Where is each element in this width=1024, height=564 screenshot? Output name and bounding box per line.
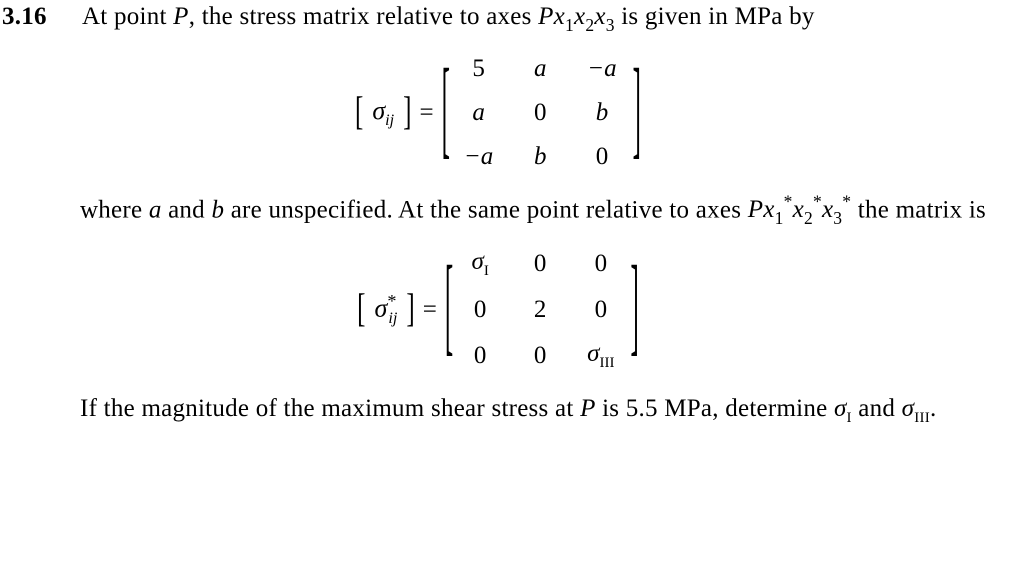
matrix-cell: σIII (587, 340, 614, 372)
sigma-iii-symbol: σIII (902, 395, 930, 422)
matrix-cell: 0 (588, 296, 614, 324)
variable-x: x (574, 3, 585, 30)
text-fragment: . (930, 395, 937, 422)
subscript-3: 3 (606, 15, 615, 35)
text-fragment: where (80, 196, 149, 223)
problem-heading: 3.16 At point P, the stress matrix relat… (0, 0, 994, 37)
equation-2: [ σ*ij ] = [ σI 0 0 0 2 0 0 0 σIII ] (0, 244, 994, 376)
matrix-cell: b (589, 99, 615, 127)
text-fragment: the matrix is (858, 196, 986, 223)
subscript-1: 1 (775, 208, 784, 228)
text-fragment: is given in MPa by (615, 3, 815, 30)
axes-star-label: Px1*x2*x3* (748, 196, 852, 223)
left-bracket-icon: [ (355, 90, 363, 135)
ij-subscript: ij (388, 310, 397, 327)
variable-x: x (594, 3, 605, 30)
variable-p: P (538, 3, 554, 30)
matrix-cell: 0 (588, 250, 614, 278)
star-superscript: * (784, 192, 793, 212)
subscript-2: 2 (585, 15, 594, 35)
star-superscript: * (387, 291, 396, 311)
matrix-cell: 0 (467, 296, 493, 324)
text-fragment: and (852, 395, 902, 422)
left-bracket-big-icon: [ (445, 248, 451, 371)
equation-2-inner: [ σ*ij ] = [ σI 0 0 0 2 0 0 0 σIII ] (357, 244, 637, 376)
sigma-ij-star-symbol: σ*ij (372, 291, 401, 328)
left-bracket-big-icon: [ (442, 51, 448, 174)
paragraph-3: If the magnitude of the maximum shear st… (80, 392, 994, 428)
paragraph-2: where a and b are unspecified. At the sa… (80, 191, 994, 230)
matrix-2: σI 0 0 0 2 0 0 0 σIII (457, 244, 624, 376)
matrix-cell: −a (464, 143, 493, 171)
matrix-cell: 0 (589, 143, 615, 171)
subscript-1: 1 (565, 15, 574, 35)
matrix-cell: 0 (527, 99, 553, 127)
equation-1-inner: [ σij ] = [ 5 a −a a 0 b −a b 0 ] (355, 51, 639, 175)
sigma-symbol: σ (375, 294, 388, 323)
variable-p: P (580, 395, 596, 422)
matrix-cell: σI (467, 248, 493, 280)
equation-1: [ σij ] = [ 5 a −a a 0 b −a b 0 ] (0, 51, 994, 175)
ij-subscript: ij (385, 112, 394, 129)
variable-a: a (149, 196, 162, 223)
problem-page: 3.16 At point P, the stress matrix relat… (0, 0, 1024, 428)
matrix-cell: a (466, 99, 492, 127)
right-bracket-big-icon: ] (633, 51, 639, 174)
variable-x: x (822, 196, 833, 223)
sigma-symbol: σ (471, 248, 483, 275)
matrix-cell: 2 (527, 296, 553, 324)
text-fragment: are unspecified. At the same point relat… (224, 196, 748, 223)
matrix-cell: a (527, 55, 553, 83)
variable-x: x (793, 196, 804, 223)
variable-x: x (763, 196, 774, 223)
matrix-cell: 5 (466, 55, 492, 83)
sigma-symbol: σ (902, 395, 915, 422)
subscript-3: 3 (833, 208, 842, 228)
text-fragment: If the magnitude of the maximum shear st… (80, 395, 580, 422)
variable-p: P (173, 3, 189, 30)
roman-subscript: I (484, 263, 489, 279)
matrix-cell: −a (587, 55, 616, 83)
matrix-1: 5 a −a a 0 b −a b 0 (454, 51, 627, 175)
right-bracket-icon: ] (406, 287, 414, 332)
text-fragment: and (162, 196, 212, 223)
left-bracket-icon: [ (357, 287, 365, 332)
matrix-cell: 0 (527, 342, 553, 370)
axes-label: Px1x2x3 (538, 3, 615, 30)
right-bracket-big-icon: ] (630, 248, 636, 371)
sigma-ij-symbol: σij (369, 96, 397, 130)
roman-subscript: III (914, 410, 930, 426)
matrix-cell: 0 (527, 250, 553, 278)
matrix-cell: 0 (467, 342, 493, 370)
roman-subscript: III (599, 355, 614, 371)
equals-sign: = (421, 296, 439, 324)
right-bracket-icon: ] (403, 90, 411, 135)
sigma-symbol: σ (372, 96, 385, 125)
variable-p: P (748, 196, 764, 223)
subscript-2: 2 (804, 208, 813, 228)
sigma-i-symbol: σI (834, 395, 852, 422)
problem-number: 3.16 (0, 0, 82, 34)
sigma-symbol: σ (587, 340, 599, 367)
sigma-symbol: σ (834, 395, 847, 422)
variable-b: b (211, 196, 224, 223)
star-superscript: * (813, 192, 822, 212)
text-fragment: is 5.5 MPa, determine (596, 395, 834, 422)
variable-x: x (554, 3, 565, 30)
matrix-cell: b (527, 143, 553, 171)
problem-line1-text: At point P, the stress matrix relative t… (82, 0, 994, 37)
text-fragment: At point (82, 3, 173, 30)
equals-sign: = (417, 99, 435, 127)
star-superscript: * (842, 192, 851, 212)
text-fragment: , the stress matrix relative to axes (189, 3, 538, 30)
